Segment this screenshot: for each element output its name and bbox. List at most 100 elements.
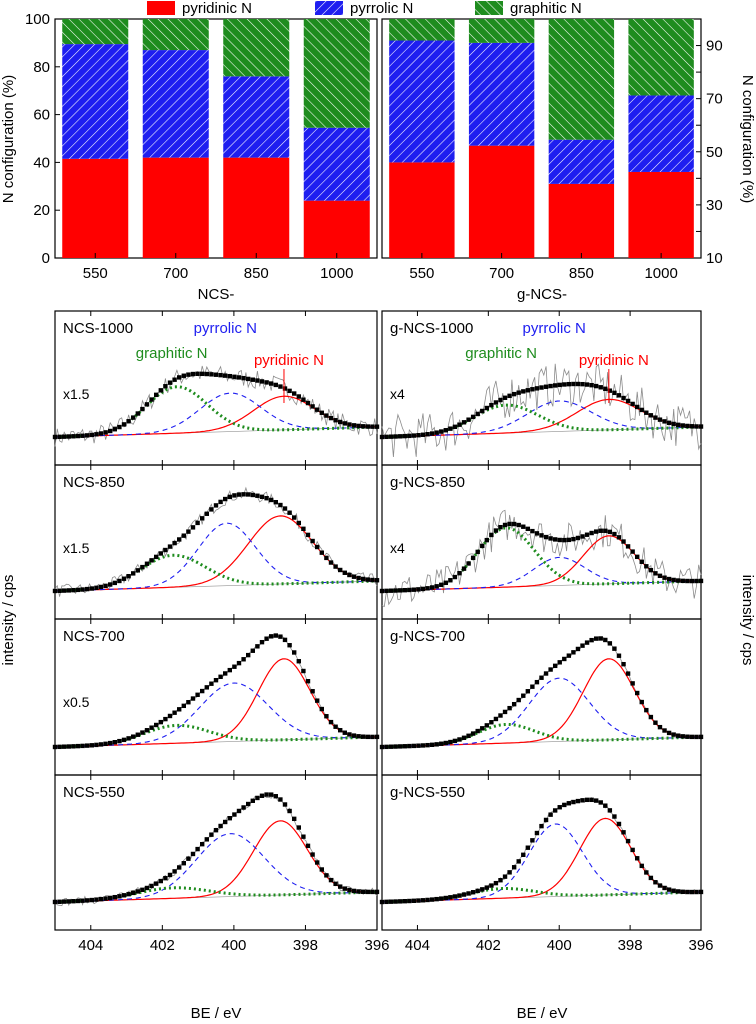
xps-panel-ncs-550: NCS-550 404 402 400 398 396 xyxy=(52,774,390,954)
envelope-marker xyxy=(648,413,654,418)
legend-label-pyrrolic: pyrrolic N xyxy=(350,0,413,17)
envelope-marker xyxy=(657,883,663,888)
envelope-marker xyxy=(484,885,490,890)
envelope-marker xyxy=(379,744,385,750)
envelope-marker xyxy=(57,899,62,904)
envelope-marker xyxy=(186,700,191,705)
envelope-marker xyxy=(653,571,658,576)
x-tick-label: 404 xyxy=(405,937,430,954)
envelope-marker xyxy=(507,521,512,527)
envelope-marker xyxy=(625,398,631,404)
envelope-marker xyxy=(126,891,131,897)
envelope-marker xyxy=(443,740,448,746)
x-tick-label: 396 xyxy=(688,937,713,954)
envelope-marker xyxy=(498,397,503,403)
envelope-marker xyxy=(338,567,343,573)
envelope-marker xyxy=(393,744,398,749)
envelope-marker xyxy=(246,801,251,807)
envelope-marker xyxy=(534,679,540,685)
xps-scale-label: x0.5 xyxy=(63,694,90,710)
envelope-marker xyxy=(112,427,117,432)
envelope-marker xyxy=(429,897,435,902)
bar-pyridinic-n-550 xyxy=(62,158,129,258)
envelope-marker xyxy=(694,578,699,584)
envelope-marker xyxy=(108,428,113,434)
envelope-marker xyxy=(269,497,274,503)
legend-swatch-pyrrolic xyxy=(315,1,343,15)
envelope-marker xyxy=(502,874,508,879)
envelope-marker xyxy=(98,742,104,747)
bar-pyridinic-n-550 xyxy=(389,162,455,258)
bar-pyrrolic-n-850 xyxy=(548,139,615,184)
envelope-marker xyxy=(370,734,375,740)
envelope-marker xyxy=(662,728,667,733)
xps-panel-g-ncs-850: g-NCS-850 x4 xyxy=(379,464,704,620)
envelope-marker xyxy=(676,422,681,428)
envelope-marker xyxy=(370,424,375,429)
envelope-marker xyxy=(416,433,421,438)
envelope-marker xyxy=(603,528,608,533)
envelope-marker xyxy=(177,707,182,712)
envelope-marker xyxy=(356,423,361,429)
envelope-marker xyxy=(149,558,154,563)
envelope-marker xyxy=(85,898,90,903)
envelope-marker xyxy=(507,393,512,399)
envelope-marker xyxy=(621,395,626,401)
envelope-marker xyxy=(374,424,380,429)
envelope-marker xyxy=(333,418,338,423)
envelope-marker xyxy=(351,423,357,428)
envelope-marker xyxy=(680,423,685,428)
envelope-marker xyxy=(347,732,352,737)
raw-spectrum-line xyxy=(381,636,702,749)
envelope-marker xyxy=(241,657,246,662)
envelope-marker xyxy=(507,705,512,711)
x-tick-label: 850 xyxy=(569,265,594,282)
envelope-marker xyxy=(402,898,407,904)
envelope-marker xyxy=(57,434,62,440)
envelope-marker xyxy=(393,899,398,904)
envelope-marker xyxy=(457,737,462,742)
envelope-marker xyxy=(89,432,94,438)
envelope-marker xyxy=(484,537,490,543)
y-tick-label-right: 10 xyxy=(706,250,723,267)
y-tick-label: 20 xyxy=(33,202,50,219)
envelope-marker xyxy=(292,391,297,396)
envelope-marker xyxy=(575,646,581,652)
envelope-marker xyxy=(511,865,517,870)
envelope-marker xyxy=(213,503,219,508)
envelope-marker xyxy=(181,703,186,709)
envelope-marker xyxy=(698,424,704,429)
xps-panel-label: NCS-700 xyxy=(63,628,125,645)
raw-spectrum-line xyxy=(54,634,378,749)
envelope-marker xyxy=(250,377,255,382)
envelope-marker xyxy=(534,531,540,536)
envelope-marker xyxy=(575,381,581,387)
envelope-marker xyxy=(671,888,676,893)
envelope-marker xyxy=(342,886,347,891)
bar-pyridinic-n-850 xyxy=(548,183,615,258)
envelope-marker xyxy=(315,544,320,550)
envelope-marker xyxy=(543,671,549,676)
pyridinic-component-curve xyxy=(54,658,377,748)
envelope-marker xyxy=(429,585,435,590)
envelope-marker xyxy=(374,734,380,740)
pyridinic-component-curve xyxy=(54,820,377,903)
envelope-marker xyxy=(566,801,572,806)
envelope-marker xyxy=(671,421,676,427)
envelope-marker xyxy=(144,885,150,891)
envelope-marker xyxy=(557,537,562,543)
envelope-marker xyxy=(448,739,453,745)
envelope-marker xyxy=(324,873,329,878)
pyrrolic-component-curve xyxy=(381,823,702,903)
envelope-marker xyxy=(443,895,448,901)
envelope-marker xyxy=(680,889,685,895)
envelope-marker xyxy=(434,584,439,589)
envelope-marker xyxy=(398,899,403,904)
raw-spectrum-line xyxy=(54,365,378,447)
envelope-marker xyxy=(94,432,99,437)
envelope-marker xyxy=(511,391,517,397)
envelope-marker xyxy=(98,584,104,590)
envelope-marker xyxy=(154,392,159,398)
envelope-marker xyxy=(204,837,209,842)
envelope-marker xyxy=(388,744,394,749)
